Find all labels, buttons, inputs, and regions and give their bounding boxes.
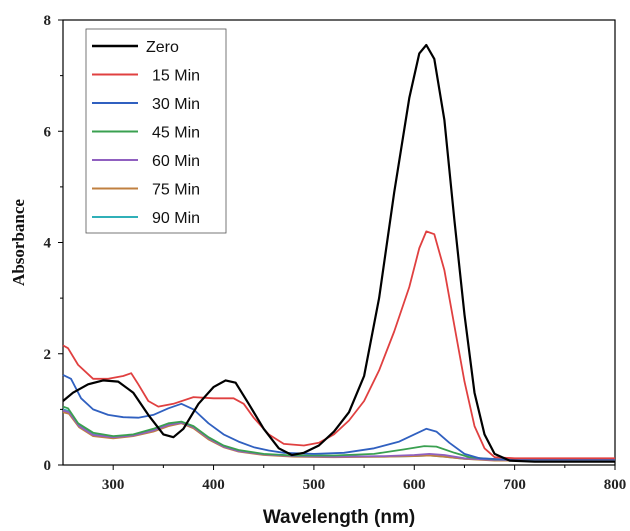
x-tick-label: 500 <box>303 477 326 493</box>
y-tick-label: 8 <box>44 13 52 29</box>
legend: Zero 15 Min 30 Min 45 Min 60 Min 75 Min 90 Min <box>85 28 227 234</box>
legend-label-75-min: 75 Min <box>152 182 200 199</box>
x-tick-label: 400 <box>202 477 225 493</box>
series-line-30-min <box>62 374 615 461</box>
y-tick-label: 0 <box>44 458 52 474</box>
legend-label-45-min: 45 Min <box>152 125 200 142</box>
x-axis-label: Wavelength (nm) <box>263 507 415 528</box>
series-line-45-min <box>62 405 615 461</box>
x-tick-label: 300 <box>102 477 125 493</box>
axes-layer: 300 400 500 600 700 800 0 2 4 6 8 <box>44 13 627 493</box>
x-tick-label: 800 <box>604 477 627 493</box>
series-line-15-min <box>62 230 615 460</box>
legend-label-60-min: 60 Min <box>152 153 200 170</box>
legend-label-15-min: 15 Min <box>152 68 200 85</box>
series-line-zero <box>62 43 615 463</box>
y-tick-label: 4 <box>44 236 52 252</box>
legend-label-zero: Zero <box>146 39 179 56</box>
y-tick-label: 6 <box>44 124 52 140</box>
x-tick-label: 700 <box>503 477 526 493</box>
legend-label-30-min: 30 Min <box>152 96 200 113</box>
y-axis-label: Absorbance <box>9 199 28 286</box>
y-tick-label: 2 <box>44 347 52 363</box>
x-tick-label: 600 <box>403 477 426 493</box>
series-layer <box>62 43 615 463</box>
series-line-60-min <box>62 409 615 461</box>
legend-label-90-min: 90 Min <box>152 210 200 227</box>
